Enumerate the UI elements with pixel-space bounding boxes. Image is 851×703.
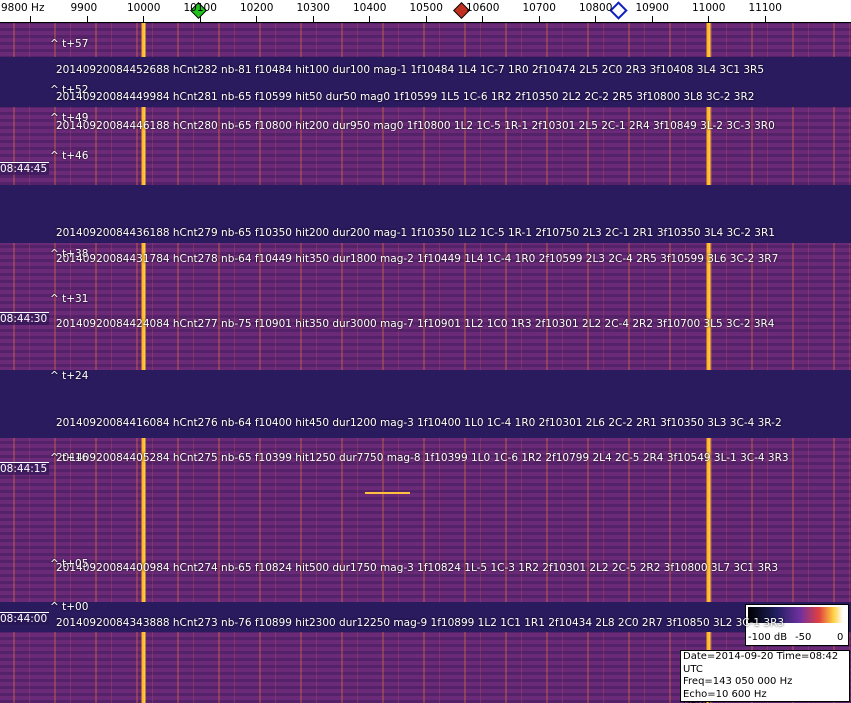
time-label: 08:44:45	[0, 162, 50, 175]
dark-band	[0, 57, 851, 107]
freq-label: 9900	[70, 2, 98, 14]
freq-label: 11000	[692, 2, 726, 14]
spectrogram	[0, 22, 851, 703]
freq-label: 10700	[522, 2, 556, 14]
tick	[764, 16, 766, 22]
freq-label: 9800 Hz	[1, 2, 45, 14]
offset-label: ^ t+24	[50, 370, 89, 382]
offset-label: ^ t+38	[50, 248, 89, 260]
info-line: HPHK	[683, 701, 849, 703]
freq-label: 10300	[296, 2, 330, 14]
colorbar-label: -50	[795, 632, 812, 643]
tick	[369, 16, 370, 22]
info-box: Date=2014-09-20 Time=08:42 UTC Freq=143 0…	[680, 650, 850, 703]
colorbar-label: 0	[837, 632, 844, 643]
event-text: 20140920084431784 hCnt278 nb-64 f10449 h…	[56, 253, 779, 265]
event-text: 20140920084416084 hCnt276 nb-64 f10400 h…	[56, 417, 782, 429]
marker	[190, 2, 207, 19]
tick	[143, 16, 144, 22]
event-text: 20140920084343888 hCnt273 nb-76 f10899 h…	[56, 617, 785, 629]
tick	[538, 16, 540, 22]
tick	[595, 16, 596, 22]
freq-label: 10800	[579, 2, 613, 14]
freq-label: 11100	[748, 2, 782, 14]
offset-label: ^ t+49	[50, 112, 89, 124]
tick	[425, 16, 427, 22]
event-text: 20140920084424084 hCnt277 nb-75 f10901 h…	[56, 318, 775, 330]
offset-label: ^ t+05	[50, 558, 89, 570]
frequency-axis: 9800 Hz 9900 10000 10100 10200 10300 10400 1050…	[0, 0, 851, 23]
time-label: 08:44:15	[0, 462, 50, 475]
event-text: 20140920084436188 hCnt279 nb-65 f10350 h…	[56, 227, 775, 239]
event-text: 20140920084446188 hCnt280 nb-65 f10800 h…	[56, 120, 775, 132]
offset-label: ^ t+46	[50, 150, 89, 162]
signal-trace	[365, 492, 410, 494]
colorbar-gradient	[748, 607, 843, 623]
tick	[708, 16, 709, 22]
tick	[199, 16, 201, 22]
time-label: 08:44:30	[0, 312, 50, 325]
tick	[651, 16, 653, 22]
dark-band	[0, 370, 851, 438]
offset-label: ^ t+16	[50, 452, 89, 464]
offset-label: ^ t+57	[50, 38, 89, 50]
freq-label: 10200	[240, 2, 274, 14]
tick	[312, 16, 314, 22]
marker	[609, 1, 628, 20]
colorbar-label: -100 dB	[748, 632, 788, 643]
marker	[453, 2, 470, 19]
colorbar: -100 dB -50 0	[745, 604, 849, 646]
tick	[86, 16, 88, 22]
event-text: 20140920084452688 hCnt282 nb-81 f10484 h…	[56, 64, 765, 76]
tick	[482, 16, 483, 22]
freq-label: 10500	[409, 2, 443, 14]
offset-label: ^ t+00	[50, 601, 89, 613]
freq-label: 10100	[183, 2, 217, 14]
markers	[190, 1, 628, 20]
info-line: Echo=10 600 Hz	[683, 688, 767, 700]
info-line: Freq=143 050 000 Hz	[683, 676, 793, 687]
tick	[256, 16, 257, 22]
freq-label: 10400	[353, 2, 387, 14]
offset-label: ^ t+52	[50, 84, 89, 96]
event-text: 20140920084449984 hCnt281 nb-65 f10599 h…	[56, 91, 755, 103]
dark-band	[0, 602, 851, 632]
event-text: 20140920084405284 hCnt275 nb-65 f10399 h…	[56, 452, 789, 464]
freq-label: 10600	[466, 2, 500, 14]
freq-label: 10900	[635, 2, 669, 14]
time-label: 08:44:00	[0, 612, 50, 625]
event-text: 20140920084400984 hCnt274 nb-65 f10824 h…	[56, 562, 779, 574]
freq-label: 10000	[127, 2, 161, 14]
tick	[30, 16, 31, 22]
dark-band	[0, 185, 851, 243]
info-line: Date=2014-09-20 Time=08:42 UTC	[683, 651, 839, 675]
offset-label: ^ t+31	[50, 293, 89, 305]
